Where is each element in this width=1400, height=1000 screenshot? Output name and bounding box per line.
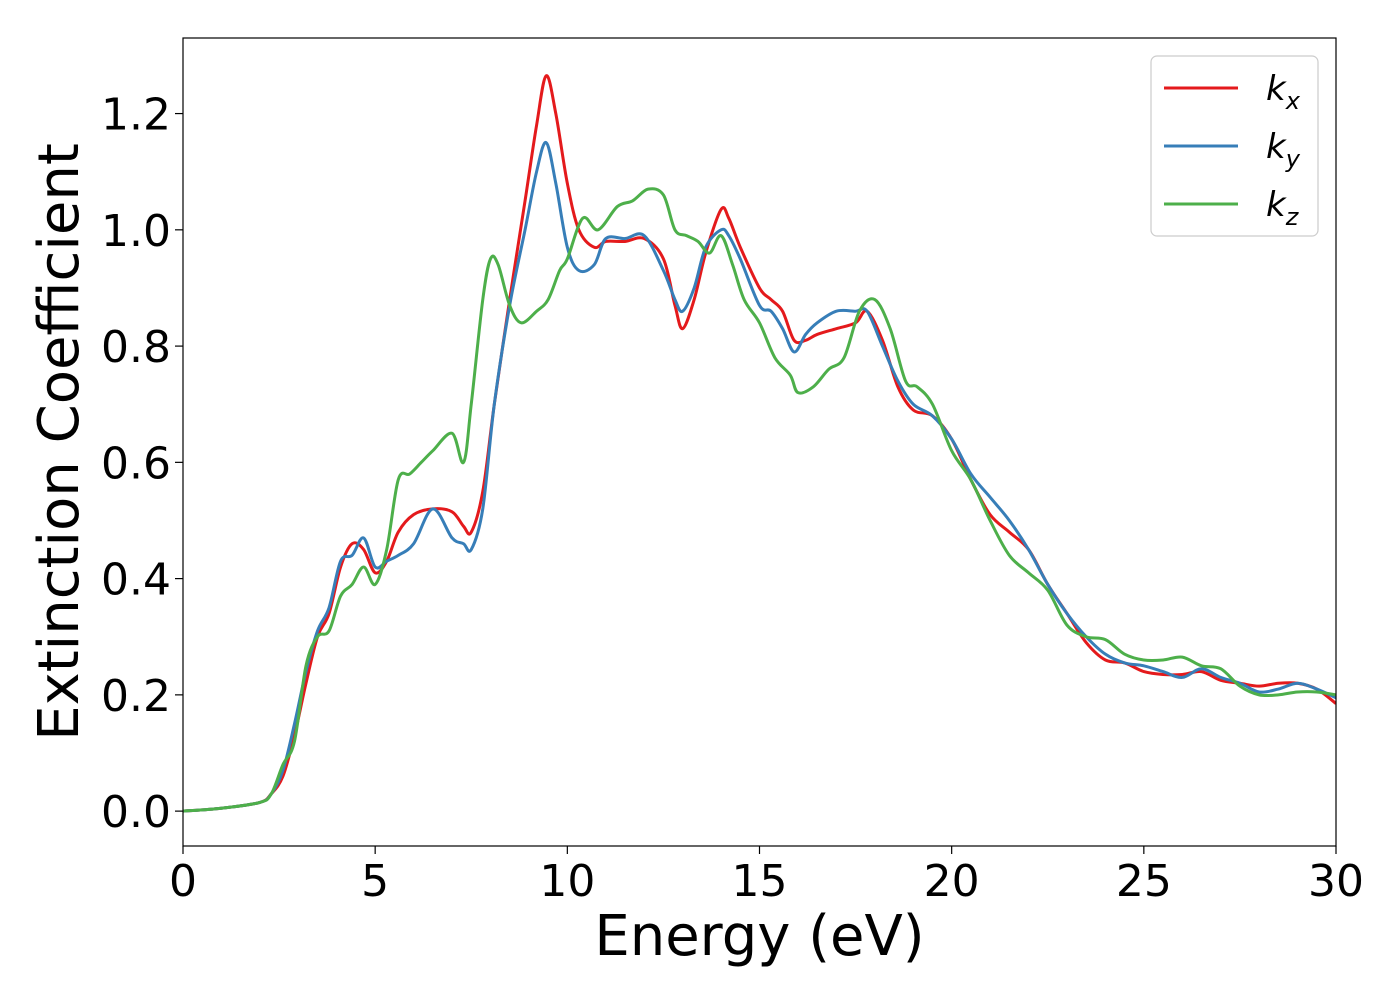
- x-tick-label: 25: [1116, 856, 1172, 907]
- x-tick-label: 30: [1308, 856, 1364, 907]
- x-tick-label: 10: [539, 856, 595, 907]
- y-tick-label: 1.2: [101, 90, 171, 141]
- legend-label-kz: kz: [1266, 185, 1300, 231]
- legend-label-ky: ky: [1266, 127, 1301, 173]
- x-tick-label: 5: [361, 856, 389, 907]
- series-line-ky: [183, 141, 1336, 813]
- x-tick-label: 0: [169, 856, 197, 907]
- axes: 0 5 10 15 20 25 30 0.0 0.2 0.4 0.6 0.8 1.0 1.2: [101, 37, 1364, 907]
- x-axis-title: Energy (eV): [594, 904, 924, 969]
- y-tick-label: 0.8: [101, 322, 171, 373]
- x-tick-label: 20: [924, 856, 980, 907]
- x-tick-label: 15: [732, 856, 788, 907]
- series-line-kz: [183, 187, 1336, 813]
- legend-label-kx: kx: [1266, 69, 1301, 115]
- y-tick-label: 1.0: [101, 206, 171, 257]
- y-axis-title: Extinction Coefficient: [27, 143, 92, 741]
- legend: kx ky kz: [1150, 55, 1319, 237]
- y-tick-label: 0.2: [101, 671, 171, 722]
- plot-area: [183, 74, 1336, 813]
- y-tick-label: 0.6: [101, 438, 171, 489]
- y-tick-label: 0.0: [101, 787, 171, 838]
- y-tick-label: 0.4: [101, 555, 171, 606]
